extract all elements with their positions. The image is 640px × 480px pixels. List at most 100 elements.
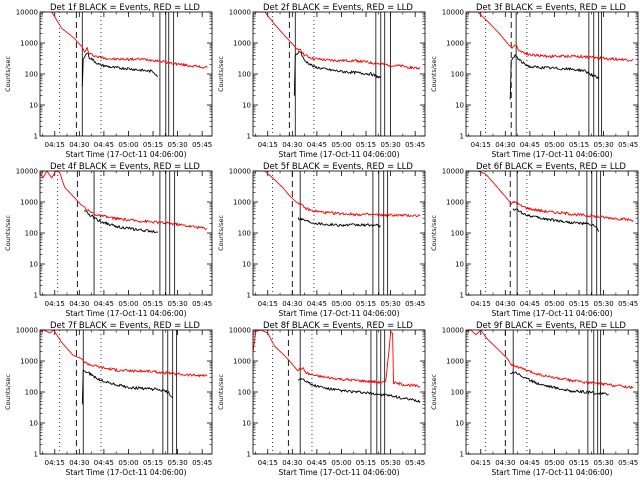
x-tick-label: 05:00 xyxy=(118,141,138,149)
y-tick-label: 10000 xyxy=(229,327,251,335)
x-tick-label: 05:00 xyxy=(118,459,138,467)
y-tick-label: 100 xyxy=(238,230,251,238)
y-tick-label: 100 xyxy=(25,230,38,238)
y-tick-label: 100 xyxy=(238,389,251,397)
y-tick-label: 10 xyxy=(242,261,251,269)
y-axis-label: Counts/sec xyxy=(217,56,225,92)
x-tick-label: 05:00 xyxy=(544,459,564,467)
red-lld-series-line xyxy=(253,330,421,388)
black-events-series-line xyxy=(81,369,173,405)
chart-panel-2: Det 2f BLACK = Events, RED = LLD Counts/s… xyxy=(217,3,426,159)
x-tick-label: 05:45 xyxy=(405,141,425,149)
x-tick-label: 05:00 xyxy=(544,300,564,308)
x-axis-label: Start Time (17-Oct-11 04:06:00) xyxy=(65,468,186,477)
chart-title: Det 5f BLACK = Events, RED = LLD xyxy=(263,162,413,172)
red-lld-series-line xyxy=(466,12,634,62)
x-tick-label: 05:30 xyxy=(168,300,188,308)
chart-title: Det 3f BLACK = Events, RED = LLD xyxy=(476,3,626,13)
x-tick-label: 05:30 xyxy=(381,459,401,467)
x-tick-label: 04:15 xyxy=(471,459,491,467)
y-axis-label: Counts/sec xyxy=(217,374,225,410)
chart-panel-3: Det 3f BLACK = Events, RED = LLD Counts/s… xyxy=(430,3,639,159)
x-tick-label: 05:15 xyxy=(356,459,376,467)
x-tick-label: 05:15 xyxy=(569,141,589,149)
plot-frame xyxy=(465,11,639,137)
y-tick-label: 100 xyxy=(451,389,464,397)
x-tick-label: 04:15 xyxy=(258,459,278,467)
y-tick-label: 1 xyxy=(247,133,251,141)
y-tick-label: 10 xyxy=(29,261,38,269)
y-tick-label: 10000 xyxy=(442,168,464,176)
x-tick-label: 04:45 xyxy=(94,141,114,149)
y-axis-label: Counts/sec xyxy=(430,374,438,410)
x-tick-label: 05:15 xyxy=(356,300,376,308)
y-tick-label: 10 xyxy=(242,102,251,110)
x-tick-label: 05:30 xyxy=(594,300,614,308)
x-tick-label: 05:00 xyxy=(544,141,564,149)
x-tick-label: 05:15 xyxy=(143,459,163,467)
x-tick-label: 05:30 xyxy=(594,141,614,149)
black-events-series-line xyxy=(83,210,159,234)
y-tick-label: 100 xyxy=(25,389,38,397)
black-events-series-line xyxy=(81,52,158,87)
chart-title: Det 8f BLACK = Events, RED = LLD xyxy=(263,321,413,331)
chart-panel-6: Det 6f BLACK = Events, RED = LLD Counts/s… xyxy=(430,162,639,318)
black-events-series-line xyxy=(293,51,382,96)
chart-title: Det 2f BLACK = Events, RED = LLD xyxy=(263,3,413,13)
plot-frame xyxy=(39,11,213,137)
x-tick-label: 04:45 xyxy=(94,300,114,308)
red-lld-series-line xyxy=(466,171,634,222)
x-axis-label: Start Time (17-Oct-11 04:06:00) xyxy=(65,309,186,318)
y-tick-label: 10000 xyxy=(229,168,251,176)
chart-panel-7: Det 7f BLACK = Events, RED = LLD Counts/s… xyxy=(4,321,213,477)
y-tick-label: 1000 xyxy=(233,199,251,207)
x-tick-label: 05:30 xyxy=(381,141,401,149)
x-tick-label: 05:30 xyxy=(381,300,401,308)
y-axis-label: Counts/sec xyxy=(4,56,12,92)
x-tick-label: 05:00 xyxy=(331,300,351,308)
y-tick-label: 1000 xyxy=(446,358,464,366)
x-tick-label: 04:30 xyxy=(282,141,302,149)
y-tick-label: 10 xyxy=(455,102,464,110)
y-tick-label: 1000 xyxy=(233,358,251,366)
plot-frame xyxy=(465,170,639,296)
y-tick-label: 10000 xyxy=(16,168,38,176)
x-tick-label: 04:30 xyxy=(69,141,89,149)
x-tick-label: 05:30 xyxy=(594,459,614,467)
x-axis-label: Start Time (17-Oct-11 04:06:00) xyxy=(278,150,399,159)
x-tick-label: 05:15 xyxy=(569,300,589,308)
y-axis-label: Counts/sec xyxy=(4,215,12,251)
x-axis-label: Start Time (17-Oct-11 04:06:00) xyxy=(278,309,399,318)
y-tick-label: 10 xyxy=(455,261,464,269)
red-lld-series-line xyxy=(40,330,208,378)
y-tick-label: 100 xyxy=(451,71,464,79)
plot-frame xyxy=(252,11,426,137)
chart-panel-8: Det 8f BLACK = Events, RED = LLD Counts/s… xyxy=(217,321,426,477)
y-tick-label: 10000 xyxy=(442,327,464,335)
black-events-series-line xyxy=(298,378,421,403)
chart-title: Det 1f BLACK = Events, RED = LLD xyxy=(50,3,200,13)
plot-frame xyxy=(252,329,426,455)
x-tick-label: 05:45 xyxy=(618,300,638,308)
x-tick-label: 04:30 xyxy=(69,459,89,467)
chart-title: Det 9f BLACK = Events, RED = LLD xyxy=(476,321,626,331)
x-tick-label: 04:30 xyxy=(495,459,515,467)
red-lld-series-line xyxy=(253,171,421,218)
y-tick-label: 10000 xyxy=(229,9,251,17)
y-tick-label: 100 xyxy=(451,230,464,238)
chart-panel-4: Det 4f BLACK = Events, RED = LLD Counts/s… xyxy=(4,162,213,318)
x-tick-label: 05:15 xyxy=(143,300,163,308)
x-tick-label: 04:45 xyxy=(520,459,540,467)
y-tick-label: 1 xyxy=(34,292,38,300)
x-tick-label: 05:45 xyxy=(192,300,212,308)
x-tick-label: 04:15 xyxy=(258,141,278,149)
x-tick-label: 04:15 xyxy=(45,459,65,467)
y-axis-label: Counts/sec xyxy=(4,374,12,410)
plot-frame xyxy=(252,170,426,296)
red-lld-series-line xyxy=(253,12,421,70)
y-axis-label: Counts/sec xyxy=(430,215,438,251)
x-tick-label: 04:15 xyxy=(471,300,491,308)
y-tick-label: 10000 xyxy=(442,9,464,17)
x-tick-label: 04:45 xyxy=(307,300,327,308)
